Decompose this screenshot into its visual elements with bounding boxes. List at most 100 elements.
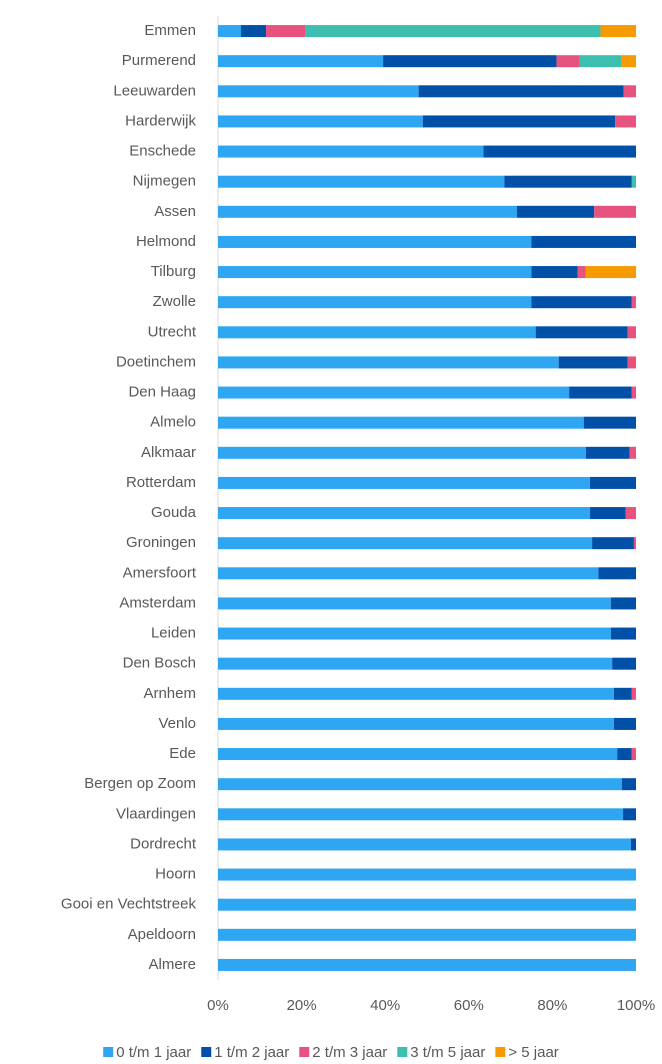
bar-segment [218, 898, 636, 911]
bar-segment [218, 85, 419, 98]
bar-segment [218, 507, 591, 520]
bar-segment [535, 326, 628, 339]
legend-swatch [397, 1047, 408, 1057]
bar-segment [218, 597, 611, 610]
bar-segment [218, 567, 599, 580]
legend-label: 1 t/m 2 jaar [214, 1044, 289, 1061]
bar-segment [218, 778, 622, 791]
y-tick-label: Nijmegen [133, 173, 196, 190]
y-tick-label: Utrecht [148, 323, 197, 340]
bar-segment [218, 115, 423, 128]
legend-label: 3 t/m 5 jaar [410, 1044, 485, 1061]
legend-swatch [299, 1047, 310, 1057]
y-tick-label: Bergen op Zoom [84, 775, 196, 792]
y-tick-label: Enschede [129, 143, 196, 160]
bar-segment [240, 25, 267, 38]
y-tick-label: Purmerend [122, 52, 196, 69]
bar-segment [531, 296, 632, 309]
y-tick-label: Den Haag [128, 384, 196, 401]
y-tick-label: Venlo [158, 715, 196, 732]
y-tick-label: Rotterdam [126, 474, 196, 491]
bar-segment [621, 55, 636, 68]
legend-swatch [201, 1047, 212, 1057]
y-tick-label: Alkmaar [141, 444, 196, 461]
bar-segment [218, 717, 614, 730]
bar-segment [631, 296, 636, 309]
y-tick-label: Groningen [126, 534, 196, 551]
bar-segment [627, 326, 636, 339]
legend-label: 0 t/m 1 jaar [116, 1044, 191, 1061]
y-tick-label: Den Bosch [123, 655, 196, 672]
bar-segment [218, 868, 636, 881]
bar-segment [631, 386, 636, 399]
bar-segment [218, 838, 631, 851]
bar-segment [625, 507, 636, 520]
bar-segment [218, 145, 484, 158]
y-tick-label: Hoorn [155, 866, 196, 883]
bar-segment [594, 205, 636, 218]
bar-segment [218, 928, 636, 941]
y-tick-label: Almelo [150, 414, 196, 431]
y-tick-label: Dordrecht [130, 835, 197, 852]
bar-segment [583, 416, 636, 429]
bar-segment [585, 446, 630, 459]
bar-segment [531, 235, 636, 248]
y-tick-label: Amsterdam [119, 594, 196, 611]
bar-segment [218, 748, 618, 761]
y-tick-label: Tilburg [151, 263, 196, 280]
bar-segment [218, 266, 532, 279]
bar-segment [266, 25, 306, 38]
bar-segment [218, 175, 505, 188]
x-tick-label: 0% [207, 997, 229, 1014]
y-tick-label: Leeuwarden [113, 82, 196, 99]
bar-segment [621, 778, 636, 791]
bar-segment [218, 446, 586, 459]
bar-segment [569, 386, 632, 399]
y-tick-label: Amersfoort [123, 564, 197, 581]
y-tick-label: Emmen [144, 22, 196, 39]
bar-segment [305, 25, 601, 38]
y-tick-label: Harderwijk [125, 112, 196, 129]
bar-segment [383, 55, 557, 68]
y-tick-label: Assen [154, 203, 196, 220]
legend-label: 2 t/m 3 jaar [312, 1044, 387, 1061]
bar-segment [218, 416, 584, 429]
bar-segment [516, 205, 595, 218]
bar-segment [218, 356, 559, 369]
bar-segment [483, 145, 636, 158]
y-tick-label: Helmond [136, 233, 196, 250]
bar-segment [218, 296, 532, 309]
bar-segment [218, 235, 532, 248]
bar-segment [218, 627, 611, 640]
bar-segment [615, 115, 636, 128]
bar-segment [418, 85, 624, 98]
y-tick-label: Gouda [151, 504, 197, 521]
y-tick-label: Ede [169, 745, 196, 762]
bar-segment [556, 55, 580, 68]
bar-segment [627, 356, 636, 369]
bar-segment [218, 687, 614, 700]
bar-segment [598, 567, 636, 580]
bar-segment [422, 115, 616, 128]
bar-segment [631, 687, 636, 700]
bar-segment [610, 597, 636, 610]
legend-label: > 5 jaar [508, 1044, 558, 1061]
bar-segment [629, 446, 636, 459]
x-tick-label: 40% [370, 997, 400, 1014]
bar-segment [613, 687, 632, 700]
bar-segment [592, 537, 634, 550]
bar-segment [558, 356, 628, 369]
bar-segment [579, 55, 622, 68]
bar-segment [218, 657, 613, 670]
y-tick-label: Vlaardingen [116, 805, 196, 822]
bar-segment [631, 175, 636, 188]
bar-segment [610, 627, 636, 640]
y-tick-label: Doetinchem [116, 353, 196, 370]
y-tick-label: Apeldoorn [128, 926, 196, 943]
bar-segment [631, 748, 636, 761]
bar-segment [630, 838, 636, 851]
x-tick-label: 60% [454, 997, 484, 1014]
y-tick-label: Zwolle [153, 293, 196, 310]
x-tick-label: 100% [617, 997, 655, 1014]
